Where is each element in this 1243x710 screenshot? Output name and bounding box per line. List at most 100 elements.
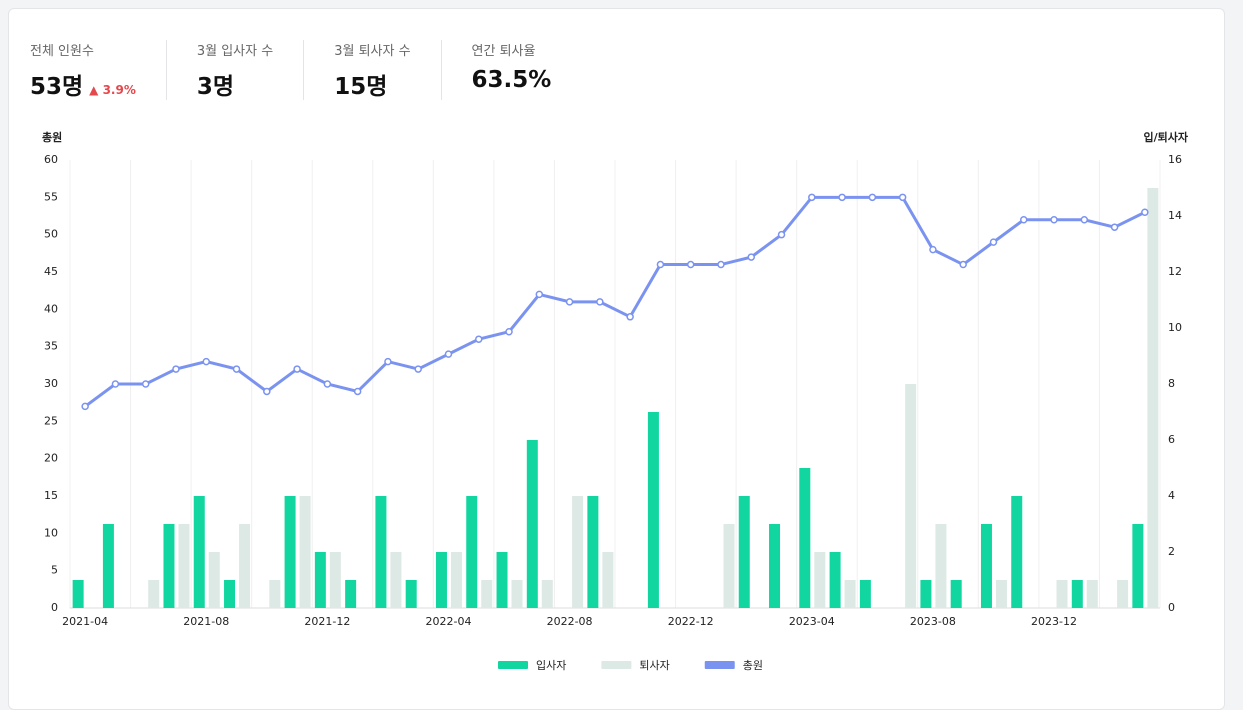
line-point xyxy=(989,238,998,246)
line-point xyxy=(384,357,392,366)
y-tick-label: 0 xyxy=(51,601,58,614)
bar xyxy=(435,552,447,608)
bar xyxy=(844,580,856,608)
x-tick-label: 2023-12 xyxy=(1031,615,1077,628)
line-point xyxy=(596,298,604,306)
page: 전체 인원수 53명 ▲ 3.9% 3월 입사자 수 3명 3월 퇴사자 수 15명 연간 퇴… xyxy=(8,8,1225,710)
bar xyxy=(178,524,190,608)
legend-label: 퇴사자 xyxy=(639,659,669,672)
bar xyxy=(814,552,826,608)
y2-tick-label: 6 xyxy=(1168,433,1175,446)
bar xyxy=(1132,524,1144,608)
line-point xyxy=(1141,208,1149,217)
y-tick-label: 20 xyxy=(44,452,58,465)
kpi: 연간 퇴사율 63.5% xyxy=(440,40,582,100)
line-point xyxy=(1110,223,1119,231)
y2-tick-label: 14 xyxy=(1168,209,1182,222)
y-tick-label: 40 xyxy=(44,302,58,315)
kpi: 전체 인원수 53명 ▲ 3.9% xyxy=(30,40,166,100)
bar xyxy=(450,552,462,608)
y-axis-title: 총원 xyxy=(42,130,62,144)
bar xyxy=(935,524,947,608)
bar xyxy=(1086,580,1098,608)
bar xyxy=(859,580,871,608)
x-tick-label: 2023-04 xyxy=(789,615,835,628)
line-point xyxy=(141,380,150,388)
line-point xyxy=(202,357,210,366)
x-tick-label: 2022-08 xyxy=(547,615,593,628)
line-point xyxy=(1050,215,1058,224)
y-tick-label: 45 xyxy=(44,265,58,278)
line-point xyxy=(263,387,271,396)
y2-axis-title: 입/퇴사자 xyxy=(1144,130,1189,144)
y2-tick-label: 8 xyxy=(1168,377,1175,390)
line-point xyxy=(747,253,755,261)
bar xyxy=(1056,580,1068,608)
line-point xyxy=(898,193,907,202)
line-point xyxy=(505,327,513,336)
y2-tick-label: 4 xyxy=(1168,489,1175,502)
y2-tick-label: 12 xyxy=(1168,265,1182,278)
bar xyxy=(299,496,311,608)
bar xyxy=(239,524,251,608)
bar xyxy=(980,524,992,608)
bar xyxy=(1071,580,1083,608)
bar xyxy=(284,496,296,608)
line-point xyxy=(1080,215,1089,224)
legend-swatch xyxy=(498,661,528,669)
y-tick-label: 55 xyxy=(44,190,58,203)
y2-tick-label: 16 xyxy=(1168,153,1182,166)
kpi-label: 연간 퇴사율 xyxy=(471,44,536,59)
bar xyxy=(345,580,357,608)
bar xyxy=(224,580,236,608)
bar xyxy=(1011,496,1023,608)
line-point xyxy=(868,193,877,202)
kpi-value: 53명 ▲ 3.9% xyxy=(30,67,136,101)
line-point xyxy=(838,193,846,202)
kpi-number: 63.5% xyxy=(471,67,552,93)
bar xyxy=(541,580,553,608)
y-tick-label: 35 xyxy=(44,340,58,353)
line-point xyxy=(414,365,422,373)
line-point xyxy=(293,365,301,373)
x-tick-label: 2022-12 xyxy=(668,615,714,628)
bar xyxy=(314,552,326,608)
kpi-number: 53명 xyxy=(30,74,84,100)
bar xyxy=(72,580,84,608)
bar xyxy=(511,580,523,608)
kpi-change: ▲ 3.9% xyxy=(89,83,136,97)
bar xyxy=(572,496,584,608)
line-point xyxy=(626,313,634,321)
bar xyxy=(405,580,417,608)
kpi-number: 15명 xyxy=(334,74,388,100)
line-point xyxy=(686,260,695,269)
line-point xyxy=(111,380,120,388)
kpi-value: 3명 xyxy=(197,67,273,101)
kpi-row: 전체 인원수 53명 ▲ 3.9% 3월 입사자 수 3명 3월 퇴사자 수 15명 연간 퇴… xyxy=(30,40,581,100)
bar xyxy=(738,496,750,608)
bar xyxy=(466,496,478,608)
bar xyxy=(799,468,811,608)
y-tick-label: 15 xyxy=(44,489,58,502)
line-point xyxy=(172,365,180,373)
line-point xyxy=(535,290,544,299)
line-point xyxy=(81,402,89,411)
y-tick-label: 10 xyxy=(44,526,58,539)
bar xyxy=(496,552,508,608)
legend-label: 입사자 xyxy=(536,659,566,672)
line-point xyxy=(656,260,665,269)
line-point xyxy=(777,230,786,239)
bar xyxy=(920,580,932,608)
kpi-label: 3월 입사자 수 xyxy=(196,44,274,59)
kpi: 3월 입사자 수 3명 xyxy=(165,40,303,101)
bar xyxy=(769,524,781,608)
line-point xyxy=(929,245,937,254)
y-tick-label: 25 xyxy=(44,414,58,427)
bar xyxy=(995,580,1007,608)
line-point xyxy=(717,260,725,269)
legend-swatch xyxy=(601,661,632,669)
legend-swatch xyxy=(704,661,735,669)
bar xyxy=(390,552,402,608)
bar xyxy=(102,524,114,608)
kpi-number: 3명 xyxy=(196,74,235,100)
